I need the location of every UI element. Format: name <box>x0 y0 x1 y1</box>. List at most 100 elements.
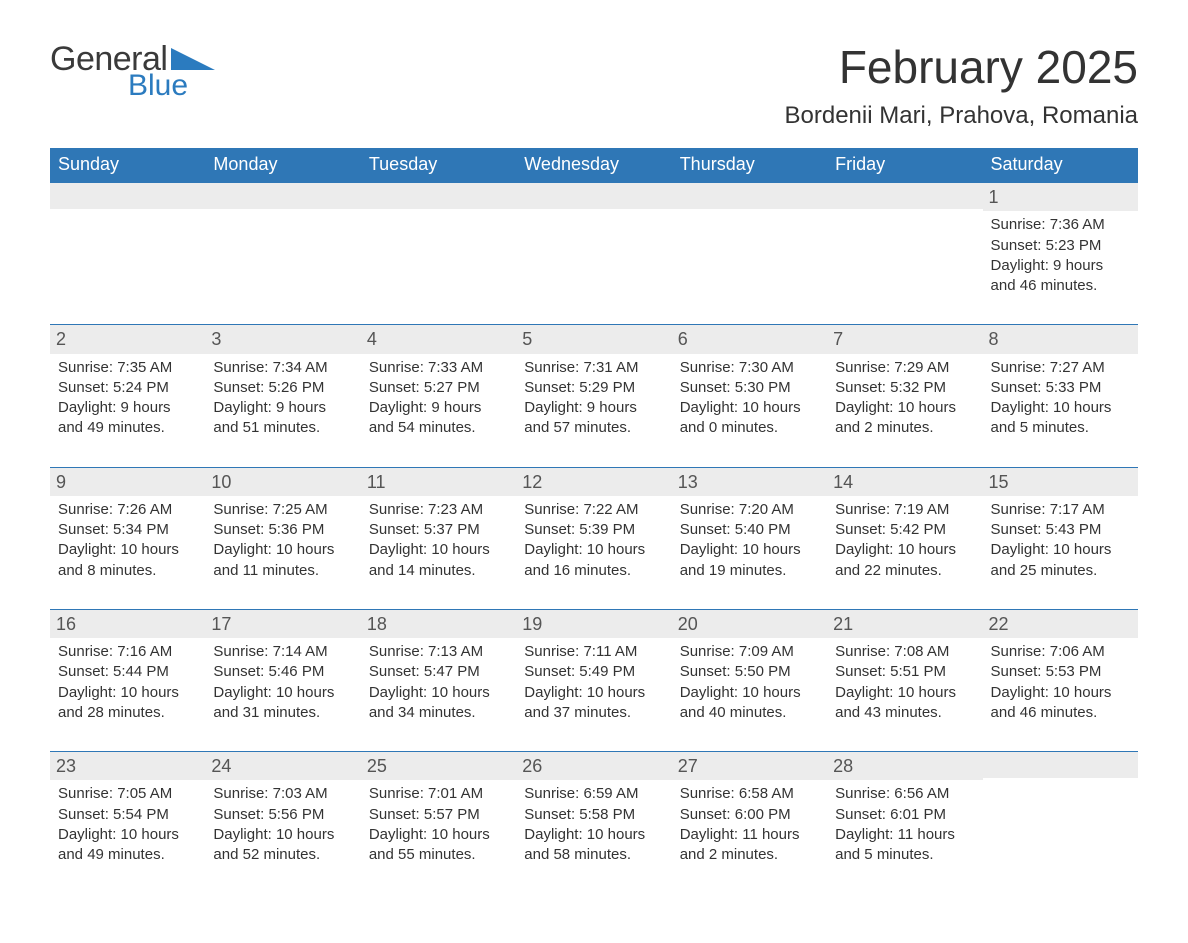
day-details: Sunrise: 7:22 AMSunset: 5:39 PMDaylight:… <box>522 500 665 581</box>
daylight-line: Daylight: 10 hours and 11 minutes. <box>213 540 352 581</box>
day-number: 3 <box>205 325 360 353</box>
day-number: 17 <box>205 610 360 638</box>
day-number: 22 <box>983 610 1138 638</box>
calendar-day-cell: 8Sunrise: 7:27 AMSunset: 5:33 PMDaylight… <box>983 325 1138 467</box>
daylight-line: Daylight: 9 hours and 46 minutes. <box>991 256 1130 297</box>
sunset-line: Sunset: 5:30 PM <box>680 378 819 398</box>
day-details: Sunrise: 7:30 AMSunset: 5:30 PMDaylight:… <box>678 358 821 439</box>
calendar-day-cell <box>50 183 205 325</box>
calendar-day-cell: 22Sunrise: 7:06 AMSunset: 5:53 PMDayligh… <box>983 609 1138 751</box>
daylight-line: Daylight: 10 hours and 31 minutes. <box>213 683 352 724</box>
calendar-day-cell: 23Sunrise: 7:05 AMSunset: 5:54 PMDayligh… <box>50 752 205 894</box>
calendar-day-cell: 20 Sunrise: 7:09 AMSunset: 5:50 PMDayligh… <box>672 609 827 751</box>
calendar-day-cell <box>827 183 982 325</box>
daylight-line: Daylight: 10 hours and 43 minutes. <box>835 683 974 724</box>
sunset-line: Sunset: 5:34 PM <box>58 520 197 540</box>
day-details: Sunrise: 7:31 AMSunset: 5:29 PMDaylight:… <box>522 358 665 439</box>
day-details: Sunrise: 7:13 AMSunset: 5:47 PMDaylight:… <box>367 642 510 723</box>
calendar-day-cell: 21Sunrise: 7:08 AMSunset: 5:51 PMDayligh… <box>827 609 982 751</box>
day-number <box>361 183 516 209</box>
daylight-line: Daylight: 10 hours and 16 minutes. <box>524 540 663 581</box>
calendar-table: Sunday Monday Tuesday Wednesday Thursday… <box>50 148 1138 893</box>
day-details: Sunrise: 7:34 AMSunset: 5:26 PMDaylight:… <box>211 358 354 439</box>
calendar-day-cell: 7Sunrise: 7:29 AMSunset: 5:32 PMDaylight… <box>827 325 982 467</box>
day-number: 2 <box>50 325 205 353</box>
weekday-header: Saturday <box>983 148 1138 183</box>
day-details: Sunrise: 7:16 AMSunset: 5:44 PMDaylight:… <box>56 642 199 723</box>
calendar-week-row: 23Sunrise: 7:05 AMSunset: 5:54 PMDayligh… <box>50 752 1138 894</box>
sunset-line: Sunset: 5:47 PM <box>369 662 508 682</box>
calendar-day-cell: 10 Sunrise: 7:25 AMSunset: 5:36 PMDayligh… <box>205 467 360 609</box>
daylight-line: Daylight: 10 hours and 55 minutes. <box>369 825 508 866</box>
sunrise-line: Sunrise: 7:11 AM <box>524 642 663 662</box>
sunset-line: Sunset: 5:27 PM <box>369 378 508 398</box>
calendar-day-cell: 25 Sunrise: 7:01 AMSunset: 5:57 PMDayligh… <box>361 752 516 894</box>
calendar-day-cell <box>983 752 1138 894</box>
day-number: 1 <box>983 183 1138 211</box>
daylight-line: Daylight: 10 hours and 28 minutes. <box>58 683 197 724</box>
sunrise-line: Sunrise: 7:35 AM <box>58 358 197 378</box>
daylight-line: Daylight: 11 hours and 5 minutes. <box>835 825 974 866</box>
day-number: 20 <box>672 610 827 638</box>
logo-word-blue: Blue <box>128 69 188 103</box>
day-details: Sunrise: 7:25 AMSunset: 5:36 PMDaylight:… <box>211 500 354 581</box>
daylight-line: Daylight: 11 hours and 2 minutes. <box>680 825 819 866</box>
day-number: 25 <box>361 752 516 780</box>
day-number: 11 <box>361 468 516 496</box>
daylight-line: Daylight: 10 hours and 40 minutes. <box>680 683 819 724</box>
daylight-line: Daylight: 10 hours and 37 minutes. <box>524 683 663 724</box>
day-details: Sunrise: 7:01 AMSunset: 5:57 PMDaylight:… <box>367 784 510 865</box>
day-details: Sunrise: 7:11 AMSunset: 5:49 PMDaylight:… <box>522 642 665 723</box>
daylight-line: Daylight: 10 hours and 34 minutes. <box>369 683 508 724</box>
day-number: 19 <box>516 610 671 638</box>
day-details: Sunrise: 6:58 AMSunset: 6:00 PMDaylight:… <box>678 784 821 865</box>
calendar-day-cell: 3 Sunrise: 7:34 AMSunset: 5:26 PMDaylight… <box>205 325 360 467</box>
day-number: 21 <box>827 610 982 638</box>
day-number: 28 <box>827 752 982 780</box>
day-details: Sunrise: 7:14 AMSunset: 5:46 PMDaylight:… <box>211 642 354 723</box>
calendar-day-cell: 9Sunrise: 7:26 AMSunset: 5:34 PMDaylight… <box>50 467 205 609</box>
sunrise-line: Sunrise: 7:03 AM <box>213 784 352 804</box>
sunrise-line: Sunrise: 7:08 AM <box>835 642 974 662</box>
day-details: Sunrise: 7:09 AMSunset: 5:50 PMDaylight:… <box>678 642 821 723</box>
day-number: 10 <box>205 468 360 496</box>
day-number <box>827 183 982 209</box>
day-details: Sunrise: 7:26 AMSunset: 5:34 PMDaylight:… <box>56 500 199 581</box>
sunrise-line: Sunrise: 7:33 AM <box>369 358 508 378</box>
day-details: Sunrise: 6:59 AMSunset: 5:58 PMDaylight:… <box>522 784 665 865</box>
calendar-day-cell <box>205 183 360 325</box>
day-number: 7 <box>827 325 982 353</box>
day-details: Sunrise: 7:17 AMSunset: 5:43 PMDaylight:… <box>989 500 1132 581</box>
sunset-line: Sunset: 5:26 PM <box>213 378 352 398</box>
sunrise-line: Sunrise: 7:17 AM <box>991 500 1130 520</box>
day-number: 24 <box>205 752 360 780</box>
daylight-line: Daylight: 10 hours and 5 minutes. <box>991 398 1130 439</box>
weekday-header: Friday <box>827 148 982 183</box>
calendar-day-cell: 19 Sunrise: 7:11 AMSunset: 5:49 PMDayligh… <box>516 609 671 751</box>
day-number: 4 <box>361 325 516 353</box>
calendar-day-cell: 28Sunrise: 6:56 AMSunset: 6:01 PMDayligh… <box>827 752 982 894</box>
day-number <box>516 183 671 209</box>
sunset-line: Sunset: 5:49 PM <box>524 662 663 682</box>
sunset-line: Sunset: 6:00 PM <box>680 805 819 825</box>
daylight-line: Daylight: 10 hours and 52 minutes. <box>213 825 352 866</box>
daylight-line: Daylight: 9 hours and 54 minutes. <box>369 398 508 439</box>
sunrise-line: Sunrise: 7:27 AM <box>991 358 1130 378</box>
sunrise-line: Sunrise: 7:14 AM <box>213 642 352 662</box>
sunset-line: Sunset: 5:39 PM <box>524 520 663 540</box>
weekday-header: Sunday <box>50 148 205 183</box>
day-number: 13 <box>672 468 827 496</box>
calendar-day-cell: 5Sunrise: 7:31 AMSunset: 5:29 PMDaylight… <box>516 325 671 467</box>
sunrise-line: Sunrise: 7:16 AM <box>58 642 197 662</box>
sunset-line: Sunset: 5:44 PM <box>58 662 197 682</box>
sunrise-line: Sunrise: 7:01 AM <box>369 784 508 804</box>
sunrise-line: Sunrise: 7:30 AM <box>680 358 819 378</box>
daylight-line: Daylight: 9 hours and 57 minutes. <box>524 398 663 439</box>
day-number: 23 <box>50 752 205 780</box>
weekday-header: Thursday <box>672 148 827 183</box>
sunrise-line: Sunrise: 7:19 AM <box>835 500 974 520</box>
day-number: 15 <box>983 468 1138 496</box>
sunrise-line: Sunrise: 7:31 AM <box>524 358 663 378</box>
calendar-week-row: 2Sunrise: 7:35 AMSunset: 5:24 PMDaylight… <box>50 325 1138 467</box>
calendar-week-row: 9Sunrise: 7:26 AMSunset: 5:34 PMDaylight… <box>50 467 1138 609</box>
